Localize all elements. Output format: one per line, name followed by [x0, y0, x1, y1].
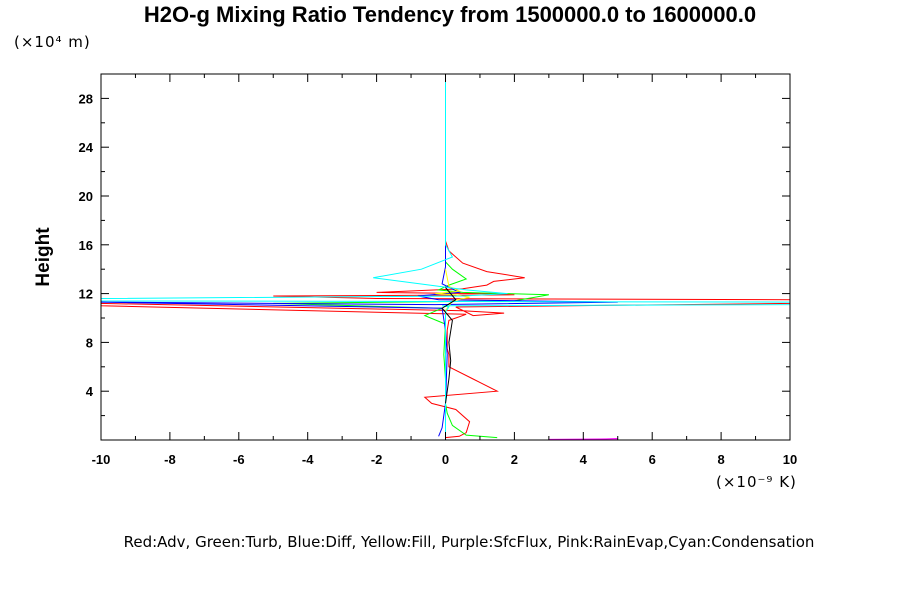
legend-text: Red:Adv, Green:Turb, Blue:Diff, Yellow:F…: [123, 533, 815, 551]
x-tick-label: -10: [92, 452, 111, 467]
x-tick-label: -6: [233, 452, 245, 467]
series-line-2: [101, 74, 618, 437]
x-tick-label: 6: [649, 452, 656, 467]
x-tick-label: -4: [302, 452, 314, 467]
y-tick-label: 28: [79, 91, 93, 106]
x-tick-label: -8: [164, 452, 176, 467]
y-tick-label: 24: [79, 140, 94, 155]
x-tick-label: 10: [783, 452, 797, 467]
y-tick-label: 16: [79, 238, 93, 253]
chart-title: H2O-g Mixing Ratio Tendency from 1500000…: [143, 2, 757, 27]
x-tick-label: 2: [511, 452, 518, 467]
series-line-0: [101, 232, 790, 440]
series-line-6: [441, 287, 457, 404]
x-tick-label: 4: [580, 452, 588, 467]
x-tick-label: 8: [717, 452, 724, 467]
y-tick-label: 4: [86, 384, 94, 399]
y-tick-label: 20: [79, 189, 93, 204]
y-axis-multiplier: (×10⁴ m): [14, 33, 91, 51]
y-tick-label: 8: [86, 335, 93, 350]
series-line-1: [273, 74, 549, 439]
y-axis-label: Height: [33, 227, 54, 287]
x-axis-multiplier: (×10⁻⁹ K): [716, 473, 797, 491]
x-tick-label: -2: [371, 452, 383, 467]
x-tick-label: 0: [442, 452, 449, 467]
y-tick-label: 12: [79, 287, 93, 302]
axis-ticks: [100, 73, 791, 441]
